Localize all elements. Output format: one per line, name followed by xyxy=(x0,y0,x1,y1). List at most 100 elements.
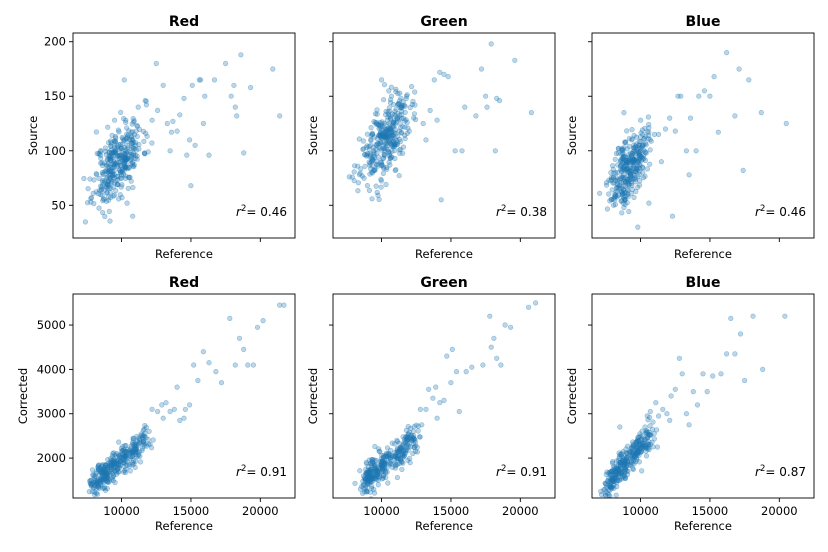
scatter-point xyxy=(234,113,240,119)
scatter-point xyxy=(385,126,391,132)
scatter-point xyxy=(93,189,99,195)
scatter-point xyxy=(113,460,120,466)
scatter-point xyxy=(392,460,398,466)
scatter-point xyxy=(95,467,101,473)
scatter-point xyxy=(635,444,641,450)
scatter-point xyxy=(187,402,193,408)
scatter-point xyxy=(619,160,626,166)
scatter-point xyxy=(629,452,635,458)
scatter-point xyxy=(405,125,411,131)
scatter-point xyxy=(94,491,101,497)
scatter-point xyxy=(402,132,408,138)
scatter-point xyxy=(372,462,378,468)
scatter-point xyxy=(383,474,389,481)
scatter-point xyxy=(616,453,622,459)
scatter-point xyxy=(625,186,631,193)
scatter-point xyxy=(621,461,628,467)
scatter-point xyxy=(444,353,450,359)
scatter-point xyxy=(123,119,129,125)
scatter-point xyxy=(131,132,138,138)
scatter-point xyxy=(365,474,371,480)
scatter-point xyxy=(364,143,370,149)
scatter-point xyxy=(130,137,136,143)
scatter-point xyxy=(111,460,118,466)
scatter-point xyxy=(750,313,756,319)
scatter-point xyxy=(100,485,106,491)
scatter-point xyxy=(401,453,407,459)
scatter-point xyxy=(405,431,411,438)
scatter-point xyxy=(241,346,247,353)
x-axis-label: Reference xyxy=(674,247,732,261)
scatter-point xyxy=(104,156,110,162)
scatter-point xyxy=(388,97,394,103)
scatter-point xyxy=(390,133,396,139)
scatter-point xyxy=(372,468,379,474)
scatter-point xyxy=(373,119,380,126)
scatter-point xyxy=(359,483,365,490)
scatter-point xyxy=(115,153,122,159)
scatter-point xyxy=(367,474,373,480)
scatter-point xyxy=(615,150,621,156)
scatter-point xyxy=(102,213,108,220)
x-axis-label: Reference xyxy=(415,247,473,261)
scatter-point xyxy=(619,147,625,153)
scatter-point xyxy=(642,173,648,179)
scatter-point xyxy=(373,473,380,480)
scatter-point xyxy=(121,468,128,474)
scatter-point xyxy=(380,458,386,464)
scatter-point xyxy=(644,166,651,172)
y-tick-label: 2000 xyxy=(37,451,66,465)
scatter-point xyxy=(635,434,641,441)
scatter-point xyxy=(621,145,627,151)
scatter-point xyxy=(108,155,114,161)
scatter-point xyxy=(103,183,109,190)
x-tick-label: 15000 xyxy=(692,504,729,518)
scatter-point xyxy=(433,384,439,390)
scatter-point xyxy=(611,478,617,485)
scatter-point xyxy=(378,462,384,468)
scatter-point xyxy=(109,175,115,181)
scatter-point xyxy=(393,462,399,468)
scatter-point xyxy=(122,148,128,154)
scatter-point xyxy=(123,156,129,162)
scatter-point xyxy=(96,473,102,479)
scatter-point xyxy=(95,484,101,490)
scatter-point xyxy=(634,450,640,456)
scatter-point xyxy=(624,192,630,198)
scatter-point xyxy=(115,465,121,471)
scatter-point xyxy=(402,440,409,446)
scatter-point xyxy=(405,457,411,463)
scatter-point xyxy=(646,444,652,450)
scatter-point xyxy=(132,464,138,471)
scatter-point xyxy=(394,456,400,462)
scatter-point xyxy=(227,315,233,322)
scatter-point xyxy=(139,448,145,454)
scatter-point xyxy=(371,148,377,154)
scatter-point xyxy=(120,459,126,465)
scatter-point xyxy=(389,111,396,117)
scatter-point xyxy=(687,115,694,121)
scatter-point xyxy=(104,181,110,187)
scatter-point xyxy=(630,163,636,169)
scatter-point xyxy=(406,128,412,134)
scatter-point xyxy=(114,163,120,169)
scatter-point xyxy=(98,187,104,193)
scatter-point xyxy=(639,444,646,451)
scatter-point xyxy=(400,455,406,461)
scatter-point xyxy=(149,117,155,123)
scatter-point xyxy=(206,152,212,158)
scatter-point xyxy=(463,369,469,375)
scatter-point xyxy=(388,134,394,140)
scatter-point xyxy=(397,104,403,111)
scatter-point xyxy=(366,477,372,483)
scatter-point xyxy=(128,178,134,184)
scatter-point xyxy=(371,118,377,125)
scatter-point xyxy=(381,146,387,152)
scatter-point xyxy=(405,437,411,443)
scatter-point xyxy=(130,459,136,466)
scatter-point xyxy=(408,444,414,450)
scatter-point xyxy=(411,436,417,442)
scatter-point xyxy=(97,476,103,482)
scatter-point xyxy=(718,371,724,377)
scatter-point xyxy=(395,455,401,461)
